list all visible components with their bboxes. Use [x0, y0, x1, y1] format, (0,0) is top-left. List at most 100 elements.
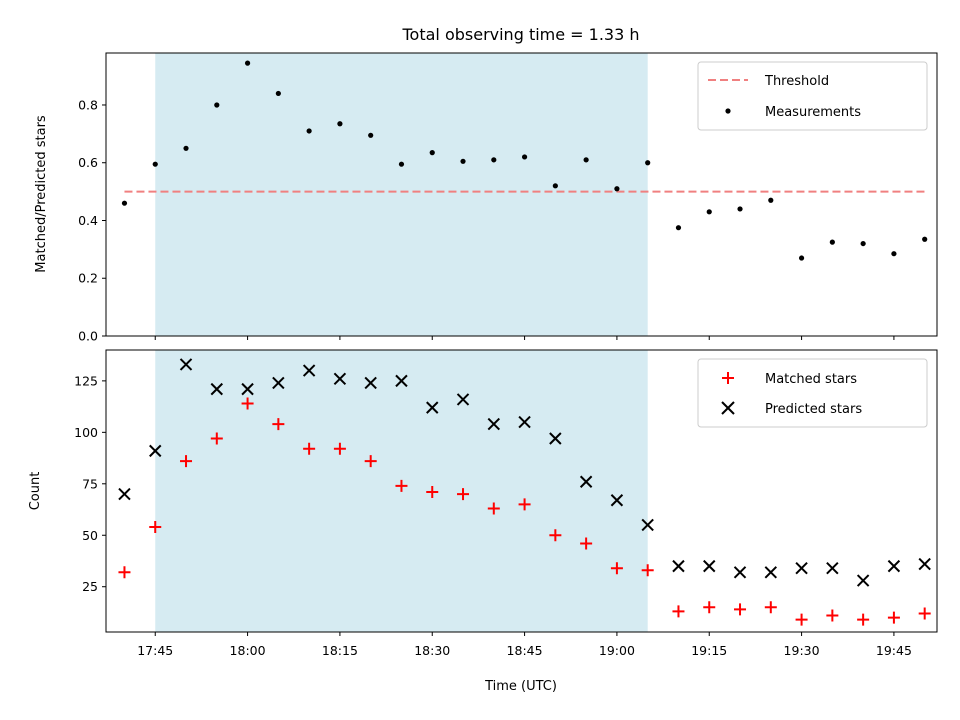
x-tick-label: 18:00 — [230, 643, 266, 658]
x-tick-label: 18:15 — [322, 643, 358, 658]
measurement-point — [552, 183, 558, 189]
matched-star-point — [333, 442, 346, 455]
measurement-point — [860, 240, 866, 247]
predicted-star-point — [579, 475, 593, 488]
chart-title: Total observing time = 1.33 h — [401, 25, 639, 44]
matched-star-point — [641, 564, 654, 577]
count-legend-box — [697, 358, 928, 428]
predicted-star-point — [302, 364, 316, 377]
measurement-point — [398, 161, 405, 167]
measurement-point — [922, 236, 928, 242]
ratio-ylabel: Matched/Predicted stars — [34, 115, 49, 273]
predicted-star-point — [918, 557, 931, 571]
x-tick-label: 19:15 — [691, 643, 727, 658]
matched-star-point — [364, 455, 377, 468]
matched-star-point — [303, 442, 316, 455]
legend-matched-label: Matched stars — [765, 372, 857, 387]
measurement-point — [121, 200, 128, 206]
matched-star-point — [610, 562, 623, 575]
count-ticks: 25 50 75 100 125 17:45 18:00 18:15 18:30 18:45 19:… — [74, 373, 912, 658]
legend-measurement-label: Measurements — [765, 105, 861, 120]
matched-star-point — [857, 613, 870, 626]
measurement-point — [368, 132, 374, 138]
matched-star-point — [272, 418, 285, 431]
ratio-axes-frame — [105, 52, 938, 337]
measurement-point — [829, 239, 835, 245]
legend-measurement-swatch — [725, 108, 731, 114]
predicted-star-point — [764, 566, 778, 579]
predicted-star-point — [426, 401, 439, 414]
count-ylabel: Count — [28, 472, 43, 511]
predicted-star-point — [826, 561, 839, 575]
legend-predicted-swatch — [721, 401, 735, 415]
predicted-star-point — [887, 559, 901, 573]
measurement-point — [798, 255, 805, 261]
matched-star-point — [887, 611, 900, 624]
y-tick-label: 125 — [74, 373, 98, 388]
measurement-point — [521, 154, 528, 160]
matched-star-point — [118, 566, 131, 579]
predicted-star-point — [272, 376, 285, 390]
matched-star-point — [734, 603, 747, 616]
y-tick-label: 50 — [82, 528, 98, 543]
y-tick-label: 100 — [74, 425, 98, 440]
matched-star-point — [795, 613, 808, 626]
observing-window-shade — [155, 53, 648, 336]
measurement-point — [645, 160, 651, 166]
matched-star-point — [180, 455, 193, 468]
predicted-star-point — [672, 559, 685, 573]
count-panel: 25 50 75 100 125 17:45 18:00 18:15 18:30 18:45 19:… — [28, 349, 938, 694]
x-tick-label: 19:00 — [599, 643, 635, 658]
measurement-point — [737, 206, 743, 212]
ratio-ticks: 0.0 0.2 0.4 0.6 0.8 — [78, 97, 895, 344]
x-tick-label: 18:45 — [507, 643, 543, 658]
measurement-point — [460, 158, 466, 164]
measurement-point — [768, 197, 774, 203]
matched-star-point — [426, 486, 439, 499]
measurement-points — [121, 60, 928, 261]
matched-star-point — [210, 432, 223, 445]
predicted-star-point — [456, 393, 470, 406]
predicted-star-point — [149, 444, 162, 458]
measurement-point — [429, 150, 435, 156]
ratio-legend: Threshold Measurements — [697, 61, 928, 131]
ratio-legend-box — [697, 61, 928, 131]
measurement-point — [491, 157, 497, 163]
predicted-star-point — [179, 358, 193, 371]
matched-star-point — [518, 498, 531, 511]
measurement-point — [706, 209, 712, 215]
y-tick-label: 0.8 — [78, 97, 98, 112]
predicted-star-point — [733, 566, 747, 579]
predicted-star-point — [210, 382, 224, 396]
matched-star-point — [580, 537, 593, 550]
y-tick-label: 0.0 — [78, 329, 98, 344]
predicted-star-point — [364, 376, 377, 390]
x-tick-label: 19:45 — [876, 643, 912, 658]
y-tick-label: 0.4 — [78, 213, 98, 228]
count-legend: Matched stars Predicted stars — [697, 358, 928, 428]
measurement-point — [614, 186, 620, 192]
y-tick-label: 25 — [82, 579, 98, 594]
y-tick-label: 75 — [82, 476, 98, 491]
x-tick-label: 19:30 — [784, 643, 820, 658]
legend-threshold-label: Threshold — [764, 74, 829, 89]
x-tick-label: 18:30 — [414, 643, 450, 658]
count-axes-frame — [105, 349, 938, 633]
legend-predicted-label: Predicted stars — [765, 402, 862, 417]
predicted-star-point — [549, 432, 562, 445]
matched-star-point — [487, 502, 500, 515]
predicted-star-point — [795, 561, 808, 575]
measurement-point — [675, 225, 682, 231]
matched-star-point — [395, 479, 408, 492]
ratio-panel: 0.00.20.40.60.8 Matched/Predicted stars … — [34, 52, 938, 344]
measurement-point — [152, 161, 158, 167]
x-axis-label: Time (UTC) — [484, 679, 557, 694]
matched-star-point — [918, 607, 931, 620]
predicted-star-point — [703, 559, 716, 573]
measurement-point — [275, 90, 281, 97]
measurement-point — [306, 128, 312, 134]
matched-star-point — [826, 609, 839, 622]
predicted-star-point — [395, 374, 408, 388]
predicted-star-point — [518, 415, 531, 429]
